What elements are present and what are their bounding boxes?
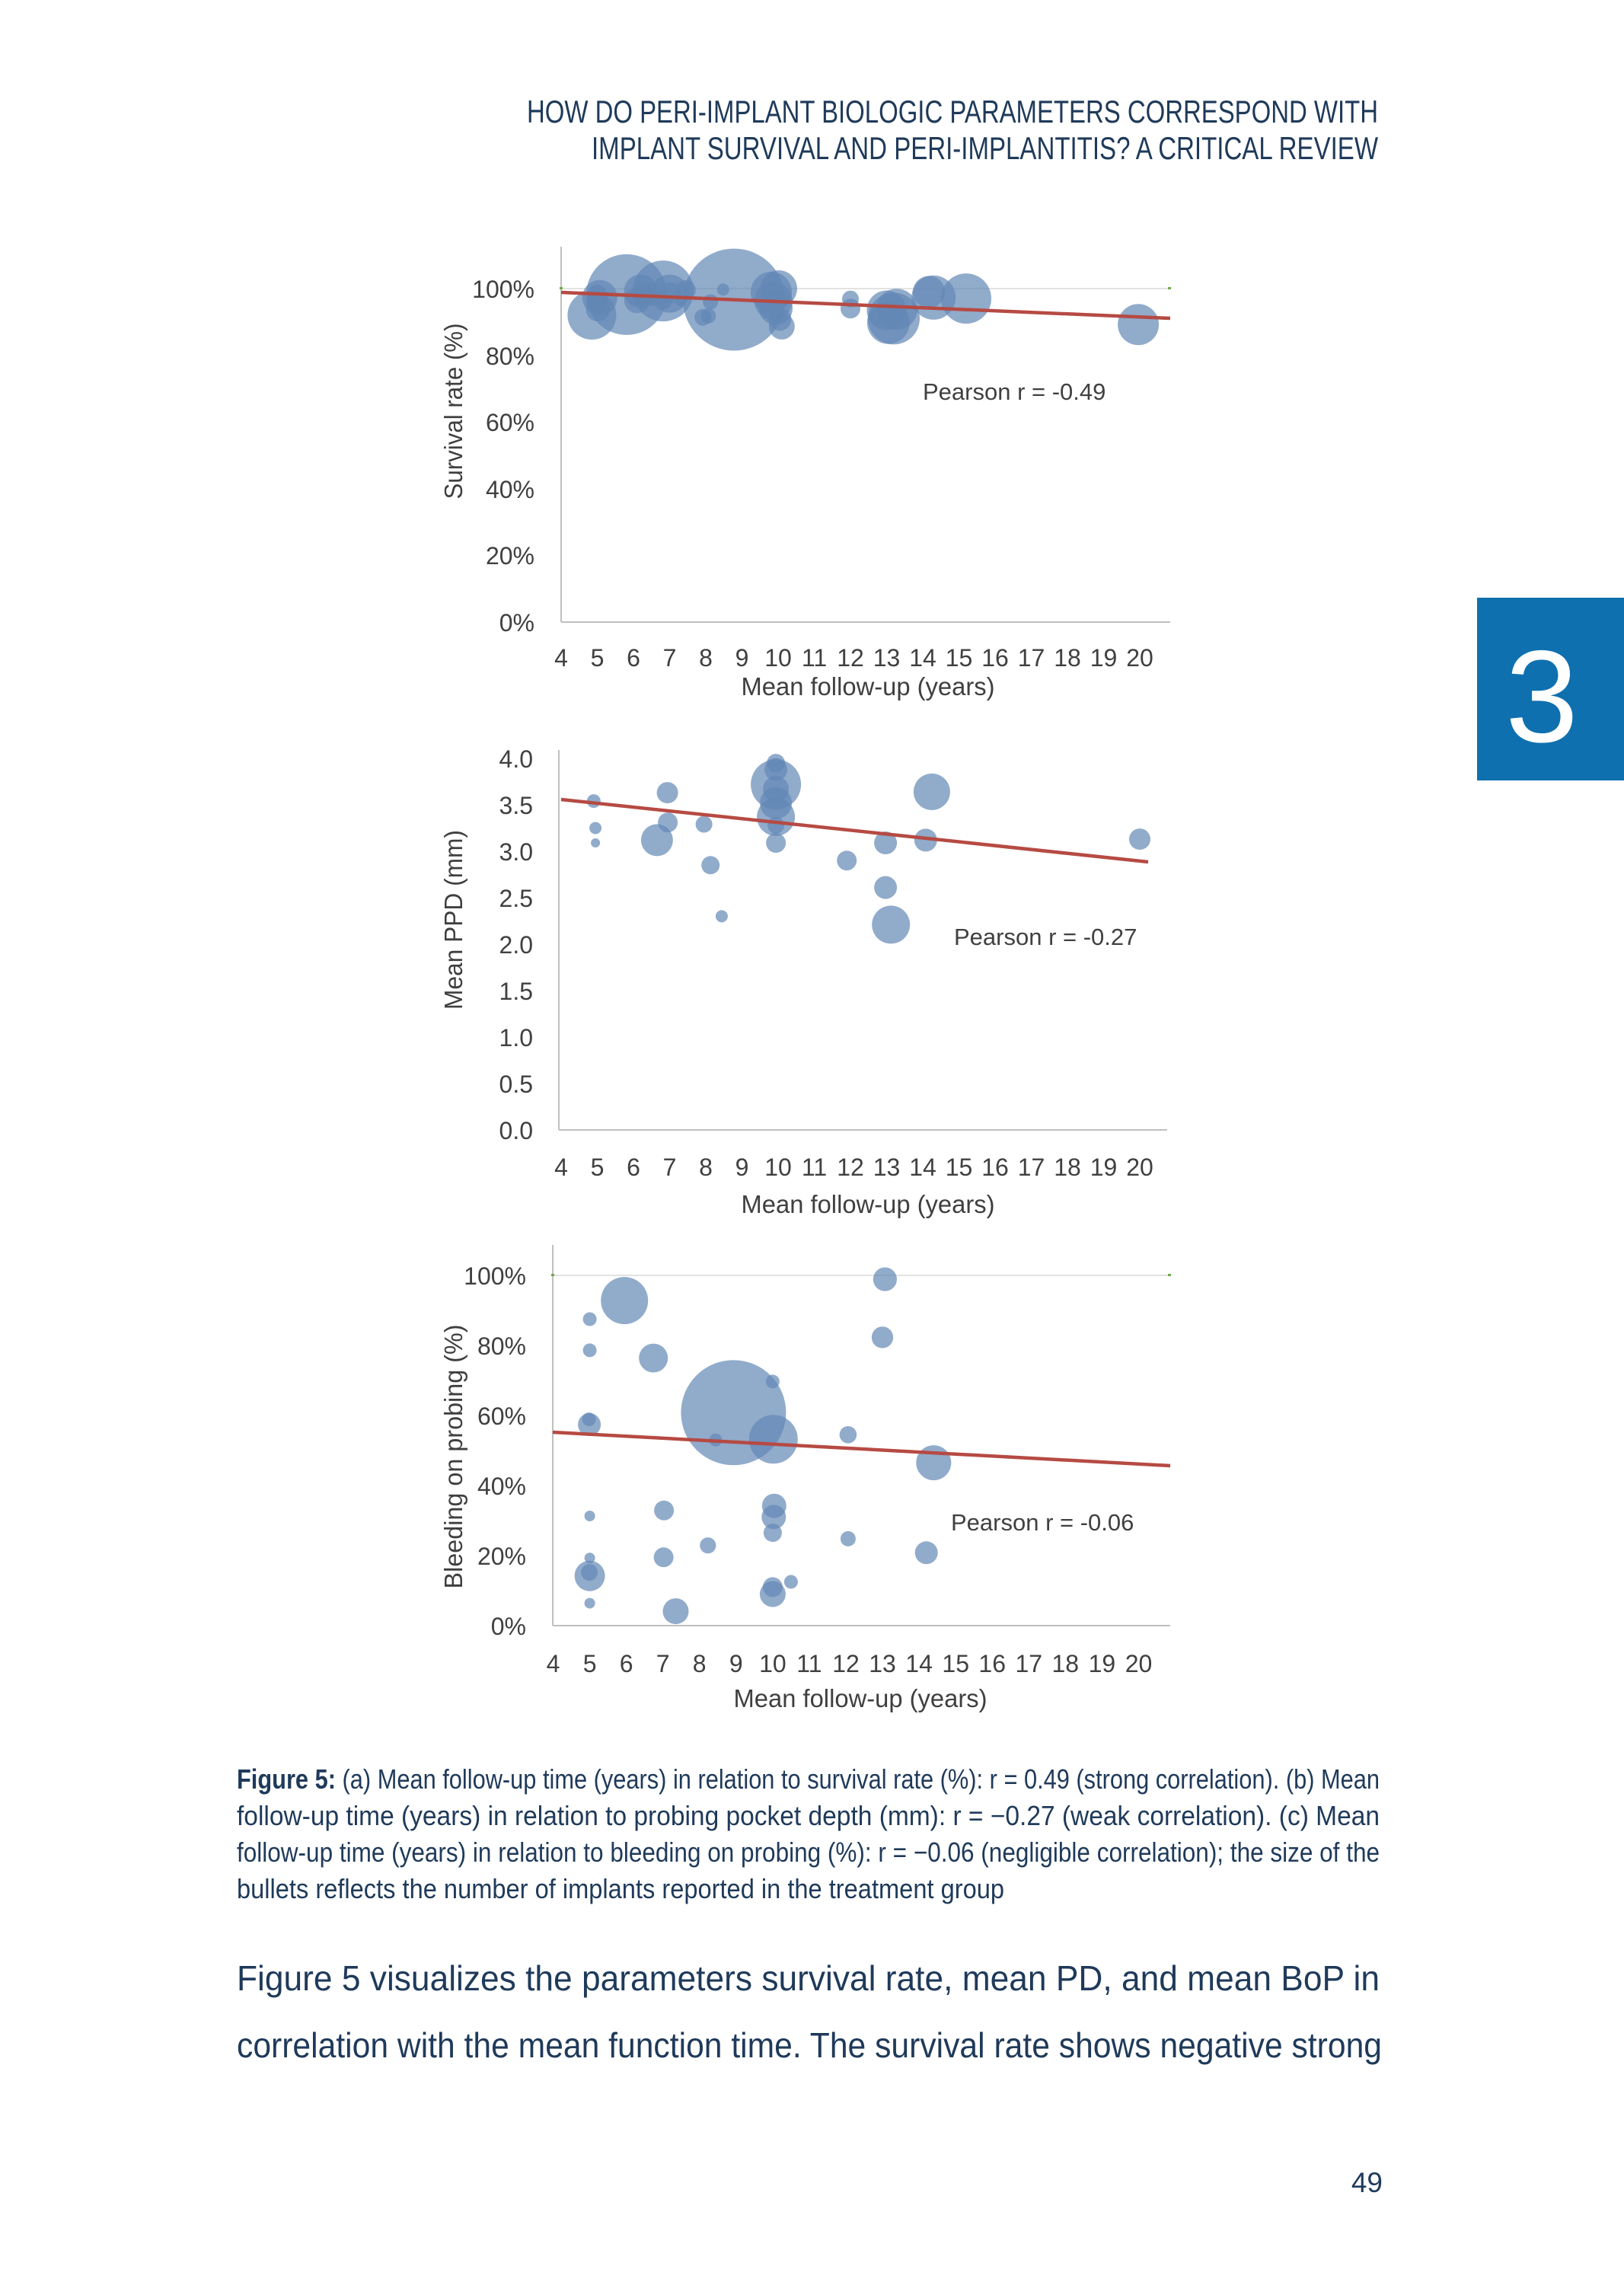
svg-text:17: 17 xyxy=(1018,1154,1045,1181)
svg-text:5: 5 xyxy=(591,1154,605,1181)
svg-text:Mean PPD (mm): Mean PPD (mm) xyxy=(439,830,467,1010)
svg-text:0%: 0% xyxy=(499,609,534,637)
svg-text:follow-up time (years) in rela: follow-up time (years) in relation to bl… xyxy=(237,1837,1380,1868)
svg-text:9: 9 xyxy=(735,1154,749,1181)
svg-text:3.5: 3.5 xyxy=(499,792,533,819)
svg-text:20%: 20% xyxy=(477,1543,526,1570)
svg-text:Mean follow-up (years): Mean follow-up (years) xyxy=(734,1684,987,1712)
svg-text:40%: 40% xyxy=(477,1473,526,1500)
svg-text:Figure 5 visualizes the parame: Figure 5 visualizes the parameters survi… xyxy=(237,1958,1380,1998)
svg-text:Bleeding on probing (%): Bleeding on probing (%) xyxy=(439,1325,467,1589)
svg-text:0%: 0% xyxy=(491,1613,526,1640)
svg-text:3.0: 3.0 xyxy=(499,838,533,866)
svg-text:20: 20 xyxy=(1126,1154,1153,1181)
svg-text:5: 5 xyxy=(591,644,605,672)
svg-text:Pearson r = -0.27: Pearson r = -0.27 xyxy=(954,924,1137,950)
svg-text:12: 12 xyxy=(837,1154,864,1181)
svg-text:12: 12 xyxy=(832,1650,860,1677)
svg-text:4.0: 4.0 xyxy=(499,745,533,773)
svg-text:18: 18 xyxy=(1052,1650,1080,1677)
svg-text:100%: 100% xyxy=(472,276,534,303)
svg-text:13: 13 xyxy=(873,1154,901,1181)
svg-text:10: 10 xyxy=(764,1154,792,1181)
svg-text:49: 49 xyxy=(1351,2167,1383,2198)
svg-text:1.0: 1.0 xyxy=(499,1024,533,1052)
svg-text:11: 11 xyxy=(802,644,827,672)
svg-text:14: 14 xyxy=(905,1650,933,1677)
svg-text:correlation with the mean func: correlation with the mean function time.… xyxy=(237,2025,1382,2065)
svg-text:4: 4 xyxy=(547,1650,560,1677)
svg-text:18: 18 xyxy=(1054,1154,1081,1181)
svg-text:17: 17 xyxy=(1018,644,1045,672)
svg-text:40%: 40% xyxy=(486,476,534,503)
svg-text:0.5: 0.5 xyxy=(499,1071,533,1098)
svg-text:9: 9 xyxy=(729,1650,743,1677)
svg-text:19: 19 xyxy=(1090,644,1118,672)
svg-text:60%: 60% xyxy=(477,1403,526,1430)
svg-text:2.5: 2.5 xyxy=(499,885,533,912)
svg-text:10: 10 xyxy=(759,1650,786,1677)
svg-text:8: 8 xyxy=(699,644,713,672)
svg-text:Figure 5: (a) Mean follow-up t: Figure 5: (a) Mean follow-up time (years… xyxy=(237,1763,1380,1795)
svg-text:100%: 100% xyxy=(464,1262,526,1290)
svg-text:2.0: 2.0 xyxy=(499,931,533,959)
svg-text:13: 13 xyxy=(869,1650,896,1677)
svg-text:17: 17 xyxy=(1016,1650,1043,1677)
svg-text:16: 16 xyxy=(981,1154,1009,1181)
svg-text:Mean follow-up (years): Mean follow-up (years) xyxy=(742,1190,995,1218)
svg-text:20%: 20% xyxy=(486,542,534,570)
svg-text:8: 8 xyxy=(693,1650,707,1677)
svg-text:80%: 80% xyxy=(486,343,534,370)
svg-text:IMPLANT SURVIVAL AND PERI-IMPL: IMPLANT SURVIVAL AND PERI-IMPLANTITIS? A… xyxy=(592,130,1378,166)
svg-text:20: 20 xyxy=(1126,644,1153,672)
svg-text:Pearson r = -0.49: Pearson r = -0.49 xyxy=(923,378,1106,405)
svg-text:11: 11 xyxy=(802,1154,827,1181)
svg-text:10: 10 xyxy=(764,644,792,672)
svg-text:11: 11 xyxy=(796,1650,822,1677)
svg-text:6: 6 xyxy=(627,644,640,672)
svg-text:13: 13 xyxy=(873,644,901,672)
svg-text:16: 16 xyxy=(978,1650,1006,1677)
svg-text:6: 6 xyxy=(620,1650,633,1677)
svg-text:Survival rate (%): Survival rate (%) xyxy=(439,324,467,499)
svg-text:16: 16 xyxy=(981,644,1009,672)
svg-text:7: 7 xyxy=(663,644,677,672)
svg-text:80%: 80% xyxy=(477,1332,526,1360)
svg-text:Pearson r = -0.06: Pearson r = -0.06 xyxy=(951,1509,1134,1536)
svg-text:14: 14 xyxy=(909,1154,936,1181)
svg-text:15: 15 xyxy=(942,1650,969,1677)
svg-text:14: 14 xyxy=(909,644,936,672)
svg-text:60%: 60% xyxy=(486,409,534,436)
svg-text:15: 15 xyxy=(946,1154,973,1181)
svg-text:3: 3 xyxy=(1505,624,1578,770)
svg-text:7: 7 xyxy=(656,1650,670,1677)
svg-text:18: 18 xyxy=(1054,644,1081,672)
svg-text:4: 4 xyxy=(554,644,568,672)
svg-text:12: 12 xyxy=(837,644,864,672)
svg-text:6: 6 xyxy=(627,1154,640,1181)
svg-text:1.5: 1.5 xyxy=(499,978,533,1005)
svg-text:5: 5 xyxy=(583,1650,597,1677)
svg-text:HOW DO PERI-IMPLANT BIOLOGIC P: HOW DO PERI-IMPLANT BIOLOGIC PARAMETERS … xyxy=(527,94,1378,129)
svg-text:19: 19 xyxy=(1090,1154,1118,1181)
svg-text:9: 9 xyxy=(735,644,749,672)
svg-text:0.0: 0.0 xyxy=(499,1117,533,1144)
svg-text:19: 19 xyxy=(1089,1650,1116,1677)
svg-text:15: 15 xyxy=(946,644,973,672)
svg-text:bullets reflects the number of: bullets reflects the number of implants … xyxy=(237,1873,1004,1904)
svg-text:8: 8 xyxy=(699,1154,713,1181)
svg-text:7: 7 xyxy=(663,1154,677,1181)
svg-text:20: 20 xyxy=(1125,1650,1153,1677)
svg-text:follow-up time (years) in rela: follow-up time (years) in relation to pr… xyxy=(237,1800,1380,1831)
svg-text:Mean follow-up (years): Mean follow-up (years) xyxy=(742,672,995,700)
svg-text:4: 4 xyxy=(554,1154,568,1181)
